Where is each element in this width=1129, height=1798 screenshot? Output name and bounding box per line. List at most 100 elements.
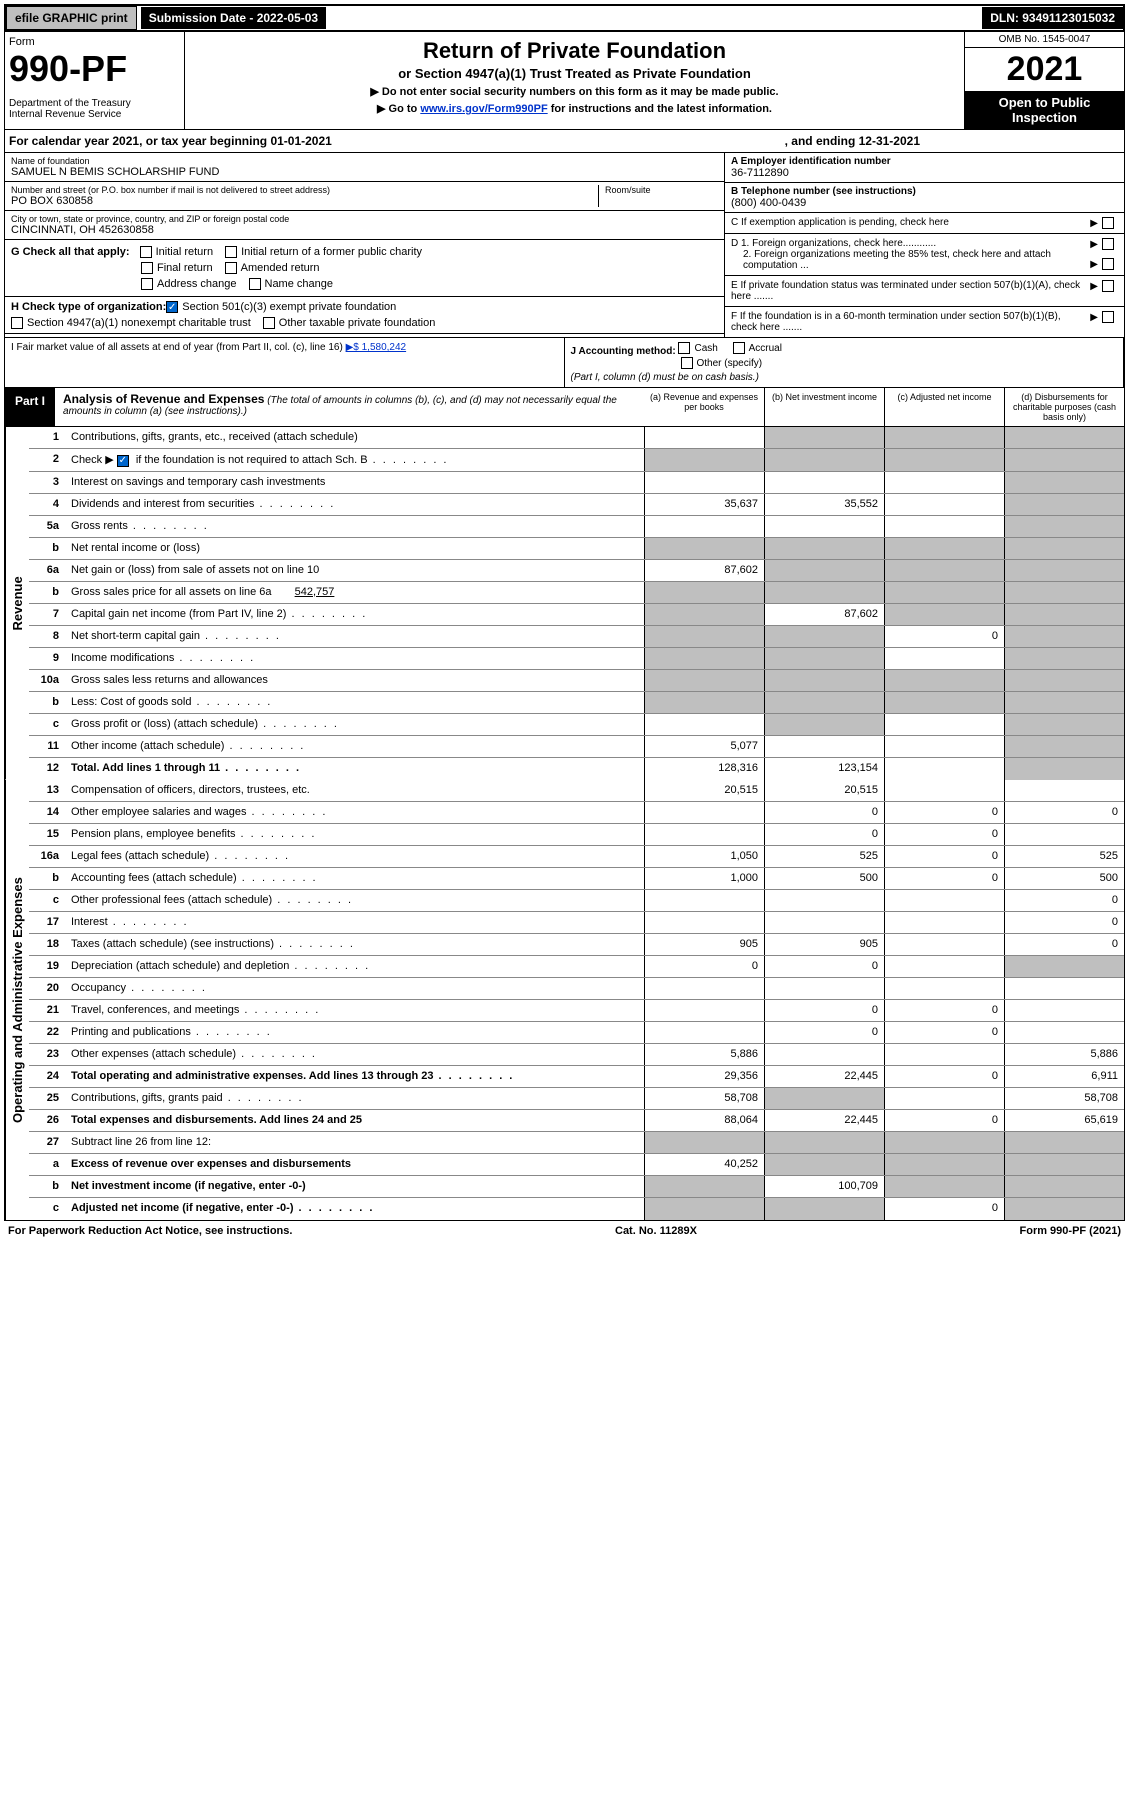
j-label: J Accounting method: (571, 346, 676, 357)
form-header: Form 990-PF Department of the Treasury I… (4, 32, 1125, 130)
tel-value: (800) 400-0439 (731, 197, 1118, 209)
part1-label: Part I (5, 388, 55, 426)
checkbox-501c3[interactable]: ✓ (166, 301, 178, 313)
open-inspection-label: Open to Public Inspection (965, 91, 1124, 129)
row-8: Net short-term capital gain (65, 626, 644, 647)
instructions-link[interactable]: www.irs.gov/Form990PF (420, 103, 547, 115)
ein-value: 36-7112890 (731, 167, 1118, 179)
row-13: Compensation of officers, directors, tru… (65, 780, 644, 801)
footer-right: Form 990-PF (2021) (1020, 1225, 1121, 1237)
form-number: 990-PF (9, 48, 180, 90)
row-17: Interest (65, 912, 644, 933)
row-18: Taxes (attach schedule) (see instruction… (65, 934, 644, 955)
city-label: City or town, state or province, country… (11, 214, 718, 224)
checkbox-f[interactable] (1102, 311, 1114, 323)
main-title: Return of Private Foundation (191, 38, 958, 64)
row-16b: Accounting fees (attach schedule) (65, 868, 644, 889)
checkbox-c[interactable] (1102, 217, 1114, 229)
row-11: Other income (attach schedule) (65, 736, 644, 757)
checkbox-d2[interactable] (1102, 258, 1114, 270)
row-3: Interest on savings and temporary cash i… (65, 472, 644, 493)
row-5b: Net rental income or (loss) (65, 538, 644, 559)
row-10b: Less: Cost of goods sold (65, 692, 644, 713)
efile-print-button[interactable]: efile GRAPHIC print (6, 6, 137, 30)
checkbox-other-taxable[interactable] (263, 317, 275, 329)
row-27: Subtract line 26 from line 12: (65, 1132, 644, 1153)
page-footer: For Paperwork Reduction Act Notice, see … (4, 1221, 1125, 1241)
opex-side-label: Operating and Administrative Expenses (5, 780, 29, 1220)
footer-cat: Cat. No. 11289X (615, 1225, 697, 1237)
row-10c: Gross profit or (loss) (attach schedule) (65, 714, 644, 735)
checkbox-final-return[interactable] (141, 262, 153, 274)
row-27a: Excess of revenue over expenses and disb… (65, 1154, 644, 1175)
part1-table: Revenue 1Contributions, gifts, grants, e… (4, 427, 1125, 1221)
row-16a: Legal fees (attach schedule) (65, 846, 644, 867)
row-2: Check ▶ ✓ if the foundation is not requi… (65, 449, 644, 471)
dln-label: DLN: 93491123015032 (982, 7, 1123, 29)
row-6a: Net gain or (loss) from sale of assets n… (65, 560, 644, 581)
row-16c: Other professional fees (attach schedule… (65, 890, 644, 911)
footer-left: For Paperwork Reduction Act Notice, see … (8, 1225, 292, 1237)
c-label: C If exemption application is pending, c… (731, 217, 1084, 228)
checkbox-e[interactable] (1102, 280, 1114, 292)
form-label: Form (9, 36, 180, 48)
checkbox-d1[interactable] (1102, 238, 1114, 250)
checkbox-accrual[interactable] (733, 342, 745, 354)
tax-year: 2021 (965, 48, 1124, 91)
checkbox-initial-return[interactable] (140, 246, 152, 258)
j-note: (Part I, column (d) must be on cash basi… (571, 372, 759, 383)
col-b-header: (b) Net investment income (764, 388, 884, 426)
row-25: Contributions, gifts, grants paid (65, 1088, 644, 1109)
dept-label: Department of the Treasury Internal Reve… (9, 98, 180, 120)
row-27c: Adjusted net income (if negative, enter … (65, 1198, 644, 1220)
row-4: Dividends and interest from securities (65, 494, 644, 515)
row-10a: Gross sales less returns and allowances (65, 670, 644, 691)
checkbox-cash[interactable] (678, 342, 690, 354)
row-7: Capital gain net income (from Part IV, l… (65, 604, 644, 625)
row-15: Pension plans, employee benefits (65, 824, 644, 845)
row-12: Total. Add lines 1 through 11 (65, 758, 644, 780)
part1-title: Analysis of Revenue and Expenses (63, 392, 264, 406)
ij-row: I Fair market value of all assets at end… (4, 338, 1125, 388)
foundation-name: SAMUEL N BEMIS SCHOLARSHIP FUND (11, 166, 718, 178)
part1-header: Part I Analysis of Revenue and Expenses … (4, 388, 1125, 427)
address-label: Number and street (or P.O. box number if… (11, 185, 598, 195)
row-19: Depreciation (attach schedule) and deple… (65, 956, 644, 977)
col-a-header: (a) Revenue and expenses per books (644, 388, 764, 426)
checkbox-initial-former[interactable] (225, 246, 237, 258)
i-label: I Fair market value of all assets at end… (11, 342, 343, 353)
revenue-side-label: Revenue (5, 427, 29, 780)
row-27b: Net investment income (if negative, ente… (65, 1176, 644, 1197)
fmv-value: ▶$ 1,580,242 (346, 342, 407, 353)
room-label: Room/suite (605, 185, 718, 195)
top-bar: efile GRAPHIC print Submission Date - 20… (4, 4, 1125, 32)
row-24: Total operating and administrative expen… (65, 1066, 644, 1087)
row-6b: Gross sales price for all assets on line… (65, 582, 644, 603)
ein-label: A Employer identification number (731, 156, 1118, 167)
col-d-header: (d) Disbursements for charitable purpose… (1004, 388, 1124, 426)
checkbox-sch-b[interactable]: ✓ (117, 455, 129, 467)
h-check-row: H Check type of organization: ✓Section 5… (5, 297, 724, 334)
calendar-year-row: For calendar year 2021, or tax year begi… (4, 130, 1125, 153)
checkbox-other-method[interactable] (681, 357, 693, 369)
row-20: Occupancy (65, 978, 644, 999)
address: PO BOX 630858 (11, 195, 598, 207)
checkbox-name-change[interactable] (249, 278, 261, 290)
subtitle: or Section 4947(a)(1) Trust Treated as P… (191, 66, 958, 81)
f-label: F If the foundation is in a 60-month ter… (731, 311, 1084, 333)
omb-number: OMB No. 1545-0047 (965, 32, 1124, 48)
row-14: Other employee salaries and wages (65, 802, 644, 823)
row-26: Total expenses and disbursements. Add li… (65, 1110, 644, 1131)
tel-label: B Telephone number (see instructions) (731, 186, 1118, 197)
row-23: Other expenses (attach schedule) (65, 1044, 644, 1065)
row-21: Travel, conferences, and meetings (65, 1000, 644, 1021)
checkbox-address-change[interactable] (141, 278, 153, 290)
checkbox-amended[interactable] (225, 262, 237, 274)
note-1: ▶ Do not enter social security numbers o… (191, 85, 958, 98)
e-label: E If private foundation status was termi… (731, 280, 1084, 302)
d2-label: 2. Foreign organizations meeting the 85%… (731, 249, 1084, 271)
checkbox-4947[interactable] (11, 317, 23, 329)
name-label: Name of foundation (11, 156, 718, 166)
row-9: Income modifications (65, 648, 644, 669)
city: CINCINNATI, OH 452630858 (11, 224, 718, 236)
